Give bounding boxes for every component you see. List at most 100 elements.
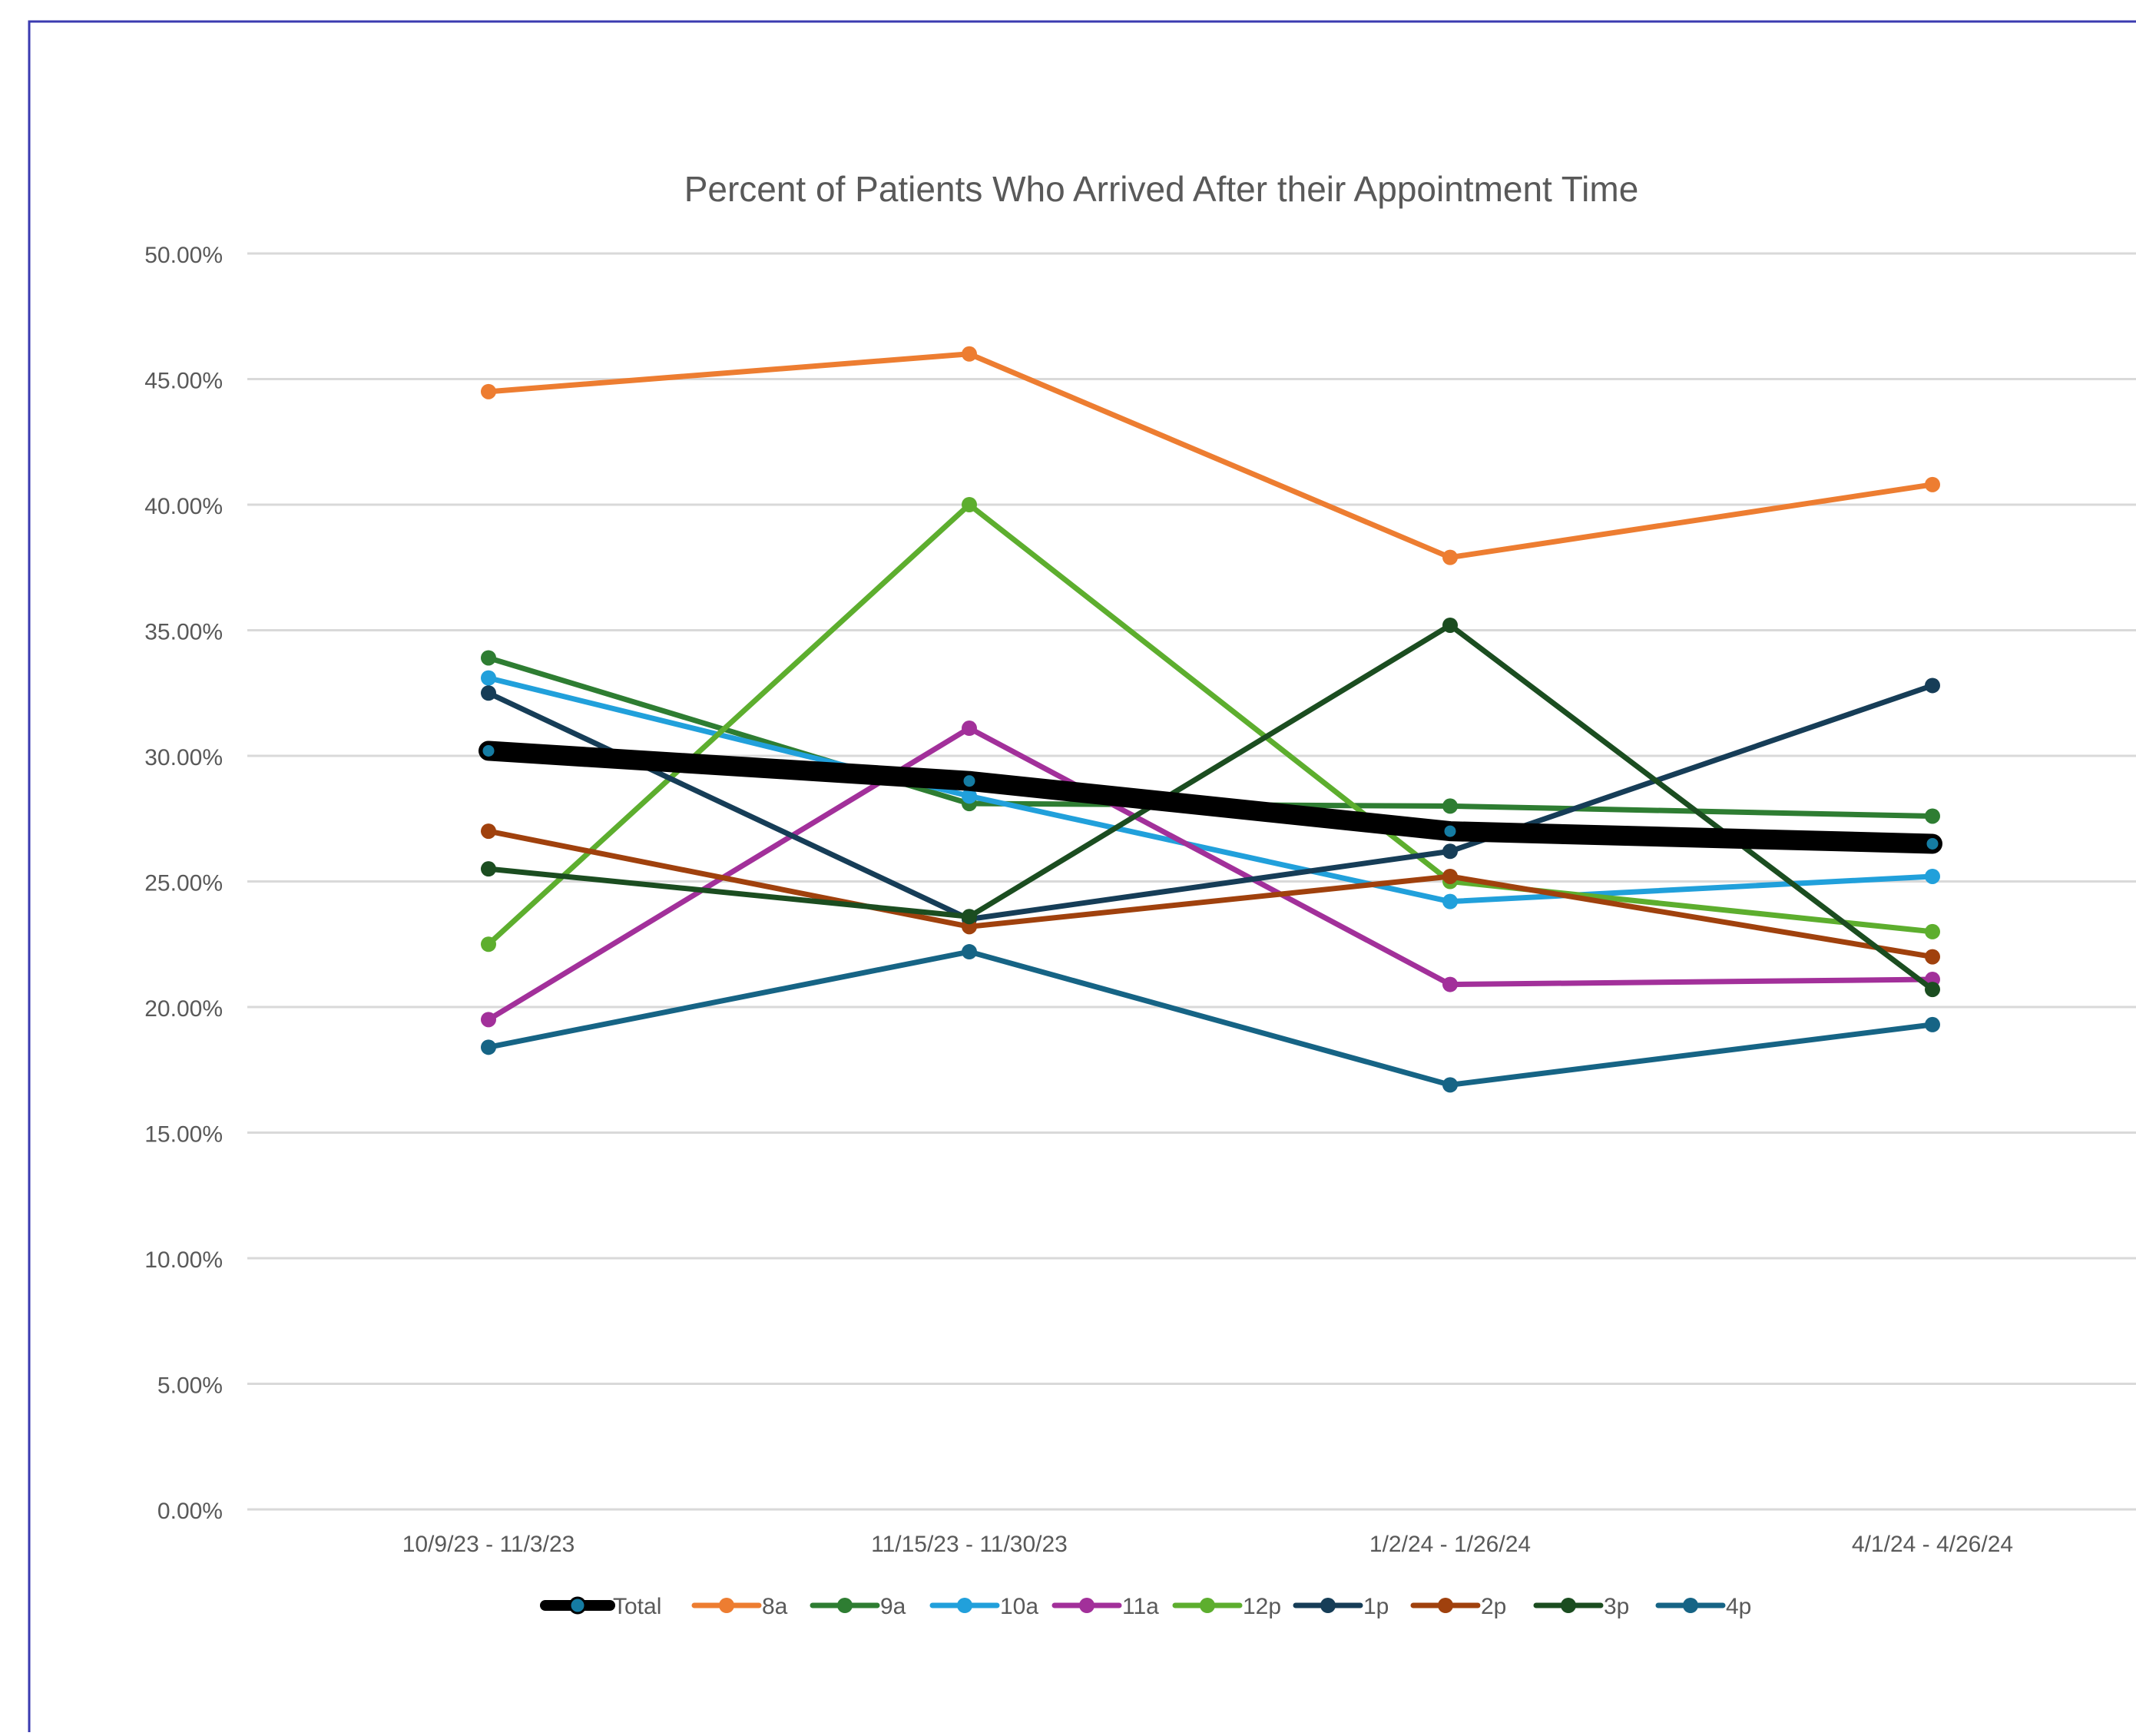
data-point — [1925, 1016, 1940, 1032]
y-tick-label: 40.00% — [144, 494, 223, 519]
series-10a — [481, 670, 1940, 909]
data-point — [481, 685, 496, 701]
legend-item-10a: 10a — [929, 1594, 1038, 1619]
legend-label: 8a — [762, 1594, 788, 1619]
data-point — [1925, 678, 1940, 694]
legend-label: 3p — [1604, 1594, 1629, 1619]
legend-marker — [568, 1596, 587, 1615]
data-point — [481, 670, 496, 686]
data-point — [1442, 868, 1458, 884]
data-point — [480, 742, 497, 759]
y-tick-label: 20.00% — [144, 996, 223, 1022]
chart-title: Percent of Patients Who Arrived After th… — [684, 169, 1639, 209]
data-point — [1925, 982, 1940, 998]
series-line — [485, 675, 1936, 905]
data-point — [962, 346, 977, 362]
y-tick-label: 15.00% — [144, 1122, 223, 1148]
legend-marker — [1438, 1598, 1453, 1613]
data-point — [961, 773, 978, 790]
legend-label: 1p — [1363, 1594, 1389, 1619]
legend-item-total: Total — [540, 1594, 661, 1619]
y-tick-label: 5.00% — [157, 1373, 223, 1399]
data-point — [481, 1012, 496, 1028]
y-tick-label: 35.00% — [144, 620, 223, 645]
legend-marker — [957, 1598, 972, 1613]
data-point — [1442, 893, 1458, 909]
legend-item-4p: 4p — [1655, 1594, 1751, 1619]
data-point — [962, 944, 977, 960]
legend-label: 2p — [1481, 1594, 1506, 1619]
data-point — [481, 936, 496, 952]
legend: Total 8a 9a 10a 11a 12p 1p 2p 3p 4p — [540, 1594, 1751, 1619]
data-point — [481, 1039, 496, 1055]
legend-item-9a: 9a — [810, 1594, 906, 1619]
legend-marker — [719, 1598, 734, 1613]
data-point — [1442, 549, 1458, 565]
legend-label: 9a — [880, 1594, 906, 1619]
data-point — [1442, 617, 1458, 633]
data-point — [962, 909, 977, 925]
legend-label: 4p — [1726, 1594, 1751, 1619]
series-2p — [481, 823, 1940, 965]
legend-label: 11a — [1122, 1594, 1159, 1619]
x-tick-label: 1/2/24 - 1/26/24 — [1369, 1532, 1531, 1557]
series-line — [485, 682, 1936, 923]
series-line — [485, 828, 1936, 960]
legend-item-11a: 11a — [1051, 1594, 1159, 1619]
legend-item-12p: 12p — [1172, 1594, 1281, 1619]
legend-label: 10a — [1000, 1594, 1038, 1619]
legend-item-8a: 8a — [691, 1594, 788, 1619]
series-line — [485, 622, 1936, 992]
y-tick-label: 45.00% — [144, 369, 223, 394]
data-point — [481, 823, 496, 840]
data-point — [1925, 868, 1940, 884]
data-point — [1925, 476, 1940, 492]
series-line — [485, 502, 1936, 947]
x-tick-label: 4/1/24 - 4/26/24 — [1852, 1532, 2013, 1557]
data-point — [481, 650, 496, 666]
y-tick-label: 30.00% — [144, 745, 223, 770]
data-point — [962, 497, 977, 512]
chart-border — [28, 20, 2136, 1736]
legend-marker — [1561, 1598, 1576, 1613]
series-total — [479, 740, 1942, 854]
legend-marker — [1079, 1598, 1094, 1613]
data-point — [1442, 976, 1458, 992]
data-point — [1924, 835, 1941, 852]
series-3p — [481, 617, 1940, 998]
data-point — [962, 788, 977, 804]
y-tick-label: 0.00% — [157, 1499, 223, 1524]
series-11a — [481, 721, 1940, 1028]
series-4p — [481, 944, 1940, 1093]
series-lines — [479, 346, 1942, 1093]
data-point — [1442, 798, 1458, 814]
series-line — [485, 949, 1936, 1088]
legend-label: 12p — [1243, 1594, 1281, 1619]
legend-label: Total — [613, 1594, 661, 1619]
legend-marker — [1683, 1598, 1698, 1613]
y-tick-label: 10.00% — [144, 1247, 223, 1273]
series-line — [485, 351, 1936, 561]
x-tick-label: 10/9/23 - 11/3/23 — [402, 1532, 575, 1557]
data-point — [1925, 949, 1940, 965]
data-point — [962, 721, 977, 737]
data-point — [481, 383, 496, 399]
legend-marker — [837, 1598, 853, 1613]
data-point — [1925, 923, 1940, 939]
series-line — [485, 725, 1936, 1022]
data-point — [1442, 823, 1459, 840]
legend-marker — [1200, 1598, 1215, 1613]
y-tick-label: 50.00% — [144, 243, 223, 268]
y-tick-label: 25.00% — [144, 871, 223, 896]
legend-item-3p: 3p — [1533, 1594, 1629, 1619]
data-point — [1925, 808, 1940, 824]
data-point — [1442, 1077, 1458, 1093]
x-tick-label: 11/15/23 - 11/30/23 — [871, 1532, 1068, 1557]
series-8a — [481, 346, 1940, 565]
y-axis-tick-labels: 50.00% 45.00% 40.00% 35.00% 30.00% 25.00% 20.0… — [144, 243, 223, 1524]
x-axis-tick-labels: 10/9/23 - 11/3/23 11/15/23 - 11/30/23 1/2/… — [402, 1532, 2013, 1557]
data-point — [481, 861, 496, 877]
legend-item-2p: 2p — [1410, 1594, 1506, 1619]
